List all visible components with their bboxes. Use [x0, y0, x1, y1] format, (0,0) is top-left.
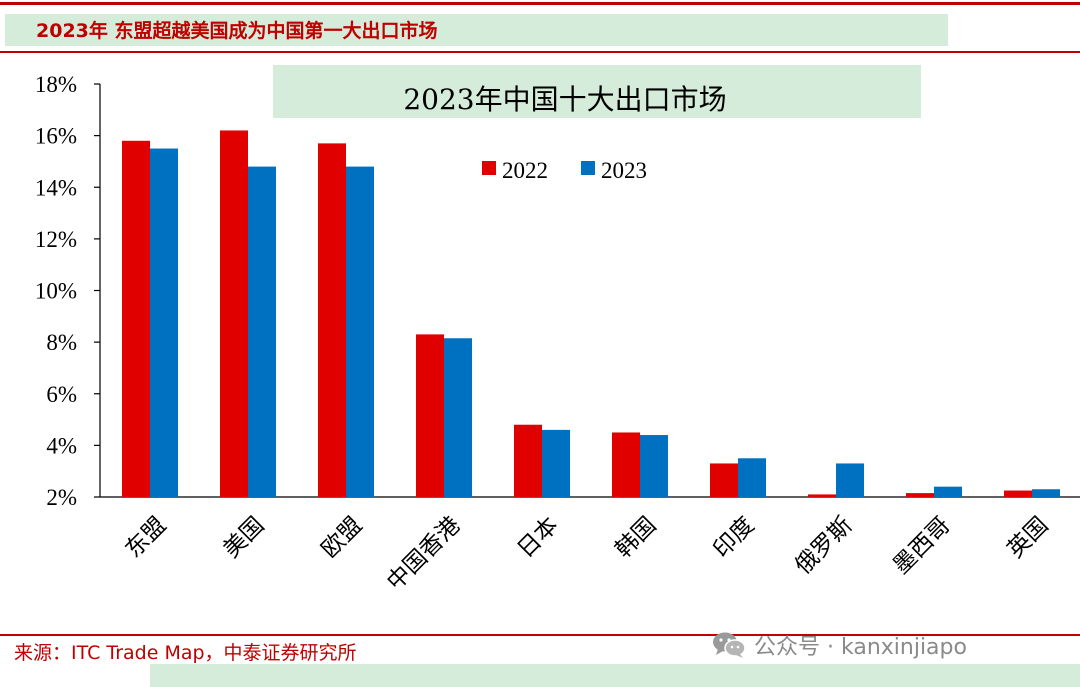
bar-2022 — [220, 130, 248, 497]
bar-2022 — [416, 334, 444, 497]
y-tick-label: 12% — [35, 227, 77, 252]
y-tick-label: 2% — [46, 485, 77, 510]
bar-2023 — [542, 429, 570, 497]
watermark: 公众号 · kanxinjiapo — [712, 628, 967, 662]
bar-2022 — [318, 143, 346, 497]
legend: 2022 2023 — [482, 158, 647, 183]
chart-title-band — [273, 65, 921, 118]
y-tick-label: 6% — [46, 382, 77, 407]
chart-title: 2023年中国十大出口市场 — [403, 83, 726, 116]
legend-label-2023: 2023 — [601, 158, 647, 183]
page-title: 2023年 东盟超越美国成为中国第一大出口市场 — [36, 20, 438, 42]
source-note: 来源：ITC Trade Map，中泰证券研究所 — [14, 642, 357, 664]
x-tick-label: 英国 — [1003, 512, 1054, 563]
x-tick-label: 美国 — [219, 512, 270, 563]
legend-label-2022: 2022 — [502, 158, 548, 183]
header-rule — [0, 51, 1080, 53]
bar-2023 — [248, 166, 276, 497]
legend-swatch-2023 — [581, 161, 595, 175]
top-rule — [0, 2, 1080, 5]
y-tick-label: 18% — [35, 72, 77, 97]
y-tick-label: 14% — [35, 175, 77, 200]
bar-2022 — [710, 463, 738, 497]
wechat-icon — [713, 632, 746, 658]
bar-2023 — [836, 463, 864, 497]
footer-band — [150, 664, 1080, 687]
y-ticks: 2% 4% 6% 8% 10% 12% 14% 16% 18% — [35, 72, 100, 510]
x-ticks: 东盟 美国 欧盟 中国香港 日本 韩国 印度 俄罗斯 墨西哥 英国 — [121, 512, 1054, 595]
x-tick-label: 韩国 — [611, 512, 662, 563]
x-tick-label: 墨西哥 — [888, 512, 955, 579]
bar-2022 — [122, 140, 150, 497]
bar-2022 — [906, 493, 934, 497]
bar-2023 — [346, 166, 374, 497]
bar-2022 — [808, 494, 836, 497]
bar-2023 — [934, 486, 962, 497]
x-tick-label: 俄罗斯 — [790, 512, 857, 579]
watermark-text: 公众号 · kanxinjiapo — [754, 635, 967, 660]
bar-2022 — [514, 424, 542, 497]
y-tick-label: 4% — [46, 433, 77, 458]
x-tick-label: 印度 — [709, 512, 760, 563]
bar-2023 — [1032, 489, 1060, 497]
y-tick-label: 10% — [35, 279, 77, 304]
x-tick-label: 日本 — [513, 512, 564, 563]
bar-2023 — [444, 338, 472, 497]
bar-2023 — [738, 458, 766, 497]
x-tick-label: 欧盟 — [317, 512, 368, 563]
y-tick-label: 16% — [35, 124, 77, 149]
x-tick-label: 中国香港 — [382, 512, 465, 595]
footer-rule — [0, 634, 1080, 636]
header-band — [5, 14, 948, 46]
legend-swatch-2022 — [482, 161, 496, 175]
bar-2023 — [640, 435, 668, 497]
x-tick-label: 东盟 — [121, 512, 172, 563]
bar-2022 — [612, 432, 640, 497]
y-tick-label: 8% — [46, 330, 77, 355]
bar-2023 — [150, 148, 178, 497]
bars — [122, 130, 1060, 497]
bar-2022 — [1004, 490, 1032, 497]
